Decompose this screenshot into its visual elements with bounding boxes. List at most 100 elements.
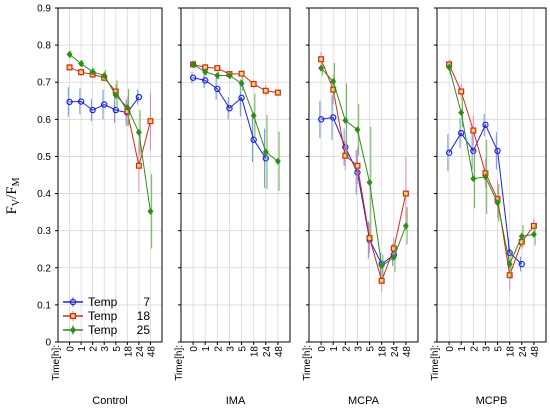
series-line bbox=[192, 63, 279, 162]
data-point bbox=[354, 126, 361, 134]
series-line bbox=[69, 54, 151, 212]
data-point bbox=[494, 199, 501, 207]
data-point bbox=[262, 155, 269, 162]
y-tick-label: 0.8 bbox=[37, 41, 51, 52]
data-point bbox=[378, 277, 385, 284]
y-tick-label: 0.4 bbox=[37, 189, 51, 200]
x-tick-label: 24 bbox=[390, 346, 401, 358]
data-point bbox=[189, 74, 197, 81]
panel-mcpb: Time[h]: 0 1 2 3 5 18 24 48 MCPB bbox=[430, 7, 547, 407]
ylabel-sub1: V bbox=[11, 198, 22, 206]
data-point bbox=[378, 262, 385, 270]
data-point bbox=[445, 149, 453, 156]
series-line bbox=[448, 67, 534, 266]
data-point bbox=[318, 64, 325, 72]
data-point bbox=[482, 173, 489, 181]
legend-value: 25 bbox=[137, 323, 151, 337]
series-temp-25 bbox=[190, 60, 281, 191]
data-point bbox=[482, 121, 489, 129]
data-point bbox=[506, 272, 513, 279]
x-tick-label: 1 bbox=[329, 346, 340, 352]
series-temp-25 bbox=[446, 59, 537, 279]
data-point bbox=[101, 72, 108, 80]
svg-text:FV/FM: FV/FM bbox=[4, 177, 22, 214]
data-point bbox=[354, 162, 361, 169]
data-point bbox=[250, 136, 257, 143]
data-point bbox=[330, 114, 337, 121]
x-axis-title: Time[h]: bbox=[174, 345, 185, 381]
data-point bbox=[317, 116, 325, 123]
x-tick-label: 0 bbox=[189, 346, 200, 352]
data-point bbox=[446, 63, 453, 71]
data-point bbox=[262, 87, 269, 94]
data-point bbox=[112, 106, 119, 114]
x-tick-label: 1 bbox=[201, 346, 212, 352]
data-point bbox=[238, 94, 245, 102]
data-point bbox=[147, 118, 154, 125]
legend-marker bbox=[69, 313, 76, 320]
data-point bbox=[458, 88, 465, 95]
data-point bbox=[135, 93, 143, 101]
data-point bbox=[135, 128, 142, 136]
series-line bbox=[192, 77, 267, 159]
panel-label: MCPB bbox=[476, 395, 508, 407]
x-tick-label: 18 bbox=[123, 346, 134, 358]
data-point bbox=[214, 85, 221, 93]
x-tick-label: 2 bbox=[341, 346, 352, 352]
legend-label: Temp bbox=[88, 295, 118, 309]
data-point bbox=[214, 72, 221, 80]
data-point bbox=[78, 60, 85, 68]
series-line bbox=[448, 64, 535, 276]
data-point bbox=[78, 69, 85, 76]
data-point bbox=[89, 68, 96, 76]
series-temp-7 bbox=[189, 72, 269, 188]
data-point bbox=[390, 245, 397, 252]
ylabel-slash: /F bbox=[4, 186, 20, 199]
data-point bbox=[494, 147, 501, 155]
series-line bbox=[320, 59, 407, 283]
data-point bbox=[250, 112, 257, 120]
data-point bbox=[262, 148, 269, 156]
data-point bbox=[274, 89, 281, 96]
x-tick-label: 5 bbox=[494, 346, 505, 352]
series-temp-18 bbox=[66, 63, 154, 192]
y-tick-label: 0.7 bbox=[37, 78, 51, 89]
data-point bbox=[458, 129, 465, 137]
data-point bbox=[330, 78, 337, 85]
data-point bbox=[402, 190, 409, 197]
data-point bbox=[342, 116, 349, 124]
data-point bbox=[530, 222, 537, 229]
panel-mcpa: Time[h]: 0 1 2 3 5 18 24 48 MCPA bbox=[302, 7, 419, 407]
data-point bbox=[518, 232, 525, 240]
data-point bbox=[470, 127, 477, 134]
data-point bbox=[366, 178, 373, 186]
y-tick-label: 0.5 bbox=[37, 152, 51, 163]
x-tick-label: 48 bbox=[274, 346, 285, 358]
y-tick-labels: 0 0.1 0.2 0.3 0.4 0.5 0.6 0.7 0.8 0.9 bbox=[37, 4, 51, 349]
x-tick-label: 24 bbox=[135, 346, 146, 358]
x-tick-label: 2 bbox=[213, 346, 224, 352]
x-tick-label: 24 bbox=[518, 346, 529, 358]
x-tick-label: 3 bbox=[353, 346, 364, 352]
data-point bbox=[390, 253, 397, 261]
x-tick-label: 3 bbox=[481, 346, 492, 352]
legend-label: Temp bbox=[88, 323, 118, 337]
x-tick-label: 48 bbox=[402, 346, 413, 358]
data-point bbox=[470, 175, 477, 183]
y-axis-title: FV/FM bbox=[4, 177, 22, 214]
data-point bbox=[112, 91, 119, 99]
data-point bbox=[89, 106, 96, 114]
data-point bbox=[226, 104, 233, 112]
data-point bbox=[470, 147, 477, 155]
data-point bbox=[77, 98, 85, 105]
data-point bbox=[274, 157, 281, 165]
panel-frame bbox=[308, 7, 419, 343]
x-tick-label: 5 bbox=[112, 346, 123, 352]
data-point bbox=[238, 70, 245, 77]
data-point bbox=[458, 109, 465, 117]
x-tick-label: 1 bbox=[77, 346, 88, 352]
legend-value: 18 bbox=[137, 309, 151, 323]
